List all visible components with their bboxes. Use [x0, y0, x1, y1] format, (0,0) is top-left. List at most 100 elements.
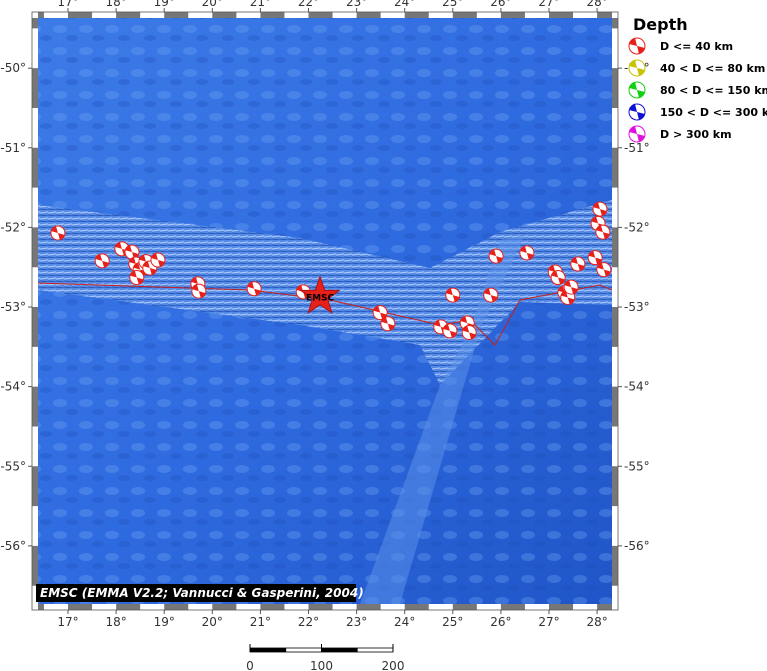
y-tick-label: -55°	[624, 459, 650, 473]
focal-mechanism	[595, 224, 611, 240]
y-tick-label: -53°	[0, 300, 26, 314]
legend-label: D <= 40 km	[660, 40, 733, 53]
y-tick-label: -52°	[0, 220, 26, 234]
beachball-quadrant	[191, 284, 206, 299]
legend-label: 150 < D <= 300 km	[660, 106, 767, 119]
x-tick-label: 26°	[490, 615, 511, 629]
x-tick-label: 25°	[442, 615, 463, 629]
y-tick-label: -51°	[0, 141, 26, 155]
y-tick-label: -56°	[0, 539, 26, 553]
x-tick-label: 26°	[490, 0, 511, 9]
beachball-quadrant	[373, 305, 388, 320]
focal-mechanism	[519, 245, 535, 261]
y-tick-label: -54°	[624, 380, 650, 394]
focal-mechanism	[372, 305, 388, 321]
scale-segment	[321, 647, 358, 653]
beachball-quadrant	[588, 250, 603, 265]
beachball-quadrant	[445, 288, 460, 303]
x-tick-label: 24°	[394, 615, 415, 629]
beachball-quadrant	[595, 225, 610, 240]
legend-symbol	[629, 82, 645, 98]
y-tick-label: -51°	[624, 141, 650, 155]
x-tick-label: 24°	[394, 0, 415, 9]
beachball-quadrant	[380, 316, 395, 331]
beachball-quadrant	[570, 257, 585, 272]
x-tick-label: 19°	[154, 0, 175, 9]
scale-segment	[249, 647, 287, 653]
focal-mechanism	[550, 270, 566, 286]
focal-mechanism	[483, 287, 499, 303]
y-tick-label: -50°	[0, 61, 26, 75]
legend-label: 80 < D <= 150 km	[660, 84, 767, 97]
focal-mechanism	[587, 250, 603, 266]
focal-mechanism	[592, 201, 608, 217]
beachball-quadrant	[483, 288, 498, 303]
legend-label: D > 300 km	[660, 128, 732, 141]
credit-box	[36, 584, 356, 602]
x-tick-label: 17°	[57, 615, 78, 629]
scale-segment	[356, 647, 394, 653]
beachball-quadrant	[95, 253, 110, 268]
x-tick-label: 28°	[586, 0, 607, 9]
y-tick-label: -53°	[624, 300, 650, 314]
legend-label: 40 < D <= 80 km	[660, 62, 765, 75]
fracture-zone	[360, 235, 525, 604]
map-frame	[37, 18, 613, 604]
scale-label: 100	[310, 659, 333, 671]
focal-mechanism	[570, 256, 586, 272]
focal-mechanism	[488, 248, 504, 264]
focal-mechanism	[50, 225, 66, 241]
legend-symbol	[629, 60, 645, 76]
beachball-quadrant	[133, 262, 148, 277]
beachball-quadrant	[489, 249, 504, 264]
x-tick-label: 20°	[202, 615, 223, 629]
beachball-quadrant	[142, 261, 157, 276]
x-tick-label: 22°	[298, 615, 319, 629]
beachball-quadrant	[50, 225, 65, 240]
epicenter-star	[299, 275, 341, 315]
x-tick-label: 18°	[105, 615, 126, 629]
scale-label: 200	[382, 659, 405, 671]
legend-title: Depth	[633, 15, 688, 34]
scale-segment	[285, 647, 322, 653]
frame-border	[31, 11, 619, 611]
scale-label: 0	[246, 659, 254, 671]
y-tick-label: -52°	[624, 220, 650, 234]
focal-mechanism	[150, 252, 166, 268]
x-tick-label: 21°	[250, 0, 271, 9]
beachball-quadrant	[150, 253, 165, 268]
x-tick-label: 21°	[250, 615, 271, 629]
focal-mechanism	[246, 281, 262, 297]
legend-symbol	[629, 126, 645, 142]
beachball-quadrant	[564, 280, 579, 295]
beachball-quadrant	[596, 262, 611, 277]
focal-mechanism	[596, 262, 612, 278]
focal-mechanism	[129, 270, 145, 286]
y-tick-label: -56°	[624, 539, 650, 553]
x-tick-label: 20°	[202, 0, 223, 9]
focal-mechanism	[461, 324, 477, 340]
beachball-quadrant	[592, 202, 607, 217]
legend-symbol	[629, 104, 645, 120]
focal-mechanism	[191, 283, 207, 299]
credit: EMSC (EMMA V2.2; Vannucci & Gasperini, 2…	[40, 586, 364, 600]
beachball-quadrant	[551, 270, 566, 285]
epicenter-label: EMSC	[306, 294, 335, 304]
x-tick-label: 27°	[538, 0, 559, 9]
x-tick-label: 25°	[442, 0, 463, 9]
focal-mechanism	[563, 279, 579, 295]
focal-mechanism	[445, 287, 461, 303]
x-tick-label: 23°	[346, 0, 367, 9]
x-tick-label: 17°	[57, 0, 78, 9]
x-tick-label: 18°	[105, 0, 126, 9]
beachball-quadrant	[247, 281, 262, 296]
x-tick-label: 28°	[586, 615, 607, 629]
beachball-quadrant	[519, 245, 534, 260]
beachball-quadrant	[124, 245, 139, 260]
x-tick-label: 19°	[154, 615, 175, 629]
x-tick-label: 22°	[298, 0, 319, 9]
x-tick-label: 27°	[538, 615, 559, 629]
focal-mechanism	[94, 253, 110, 269]
